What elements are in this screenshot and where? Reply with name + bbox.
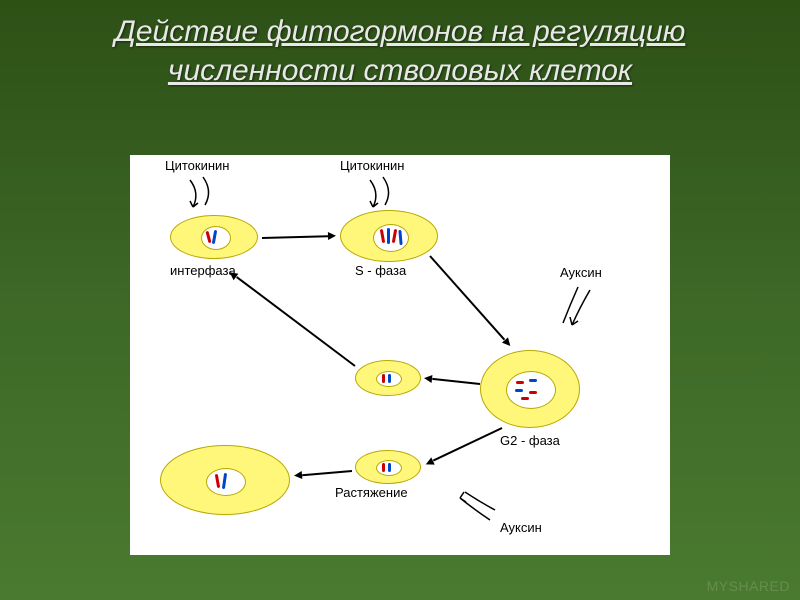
cell-g2-phase (480, 350, 580, 428)
chromatin (387, 228, 390, 244)
cell-cycle-diagram: интерфаза S - фаза G2 - фаза Растяжение Цито… (130, 155, 670, 555)
chromatin (529, 379, 537, 382)
hormone-label-0: Цитокинин (165, 158, 230, 173)
arrow-3 (236, 276, 356, 367)
chromatin (515, 389, 523, 392)
cell-label-g2-phase: G2 - фаза (500, 433, 560, 448)
arrow-0 (262, 235, 328, 239)
cell-small-bot (355, 450, 421, 484)
hormone-arrow-1 (365, 175, 405, 215)
chromatin (516, 381, 524, 384)
cell-label-interphase: интерфаза (170, 263, 236, 278)
chromatin (388, 463, 391, 472)
cell-s-phase (340, 210, 438, 262)
arrow-head-0 (328, 232, 336, 240)
cell-small-mid (355, 360, 421, 396)
slide-title: Действие фитогормонов на регуляцию числе… (0, 0, 800, 98)
chromatin (521, 397, 529, 400)
arrow-4 (433, 427, 503, 461)
hormone-label-2: Ауксин (560, 265, 602, 280)
arrow-5 (302, 470, 352, 476)
hormone-label-3: Ауксин (500, 520, 542, 535)
arrow-head-2 (424, 374, 433, 383)
watermark: MYSHARED (707, 578, 790, 594)
chromatin (388, 374, 391, 383)
hormone-arrow-2 (560, 285, 600, 335)
hormone-label-1: Цитокинин (340, 158, 405, 173)
arrow-2 (432, 378, 480, 385)
chromatin (382, 374, 385, 383)
cell-stretched (160, 445, 290, 515)
chromatin (529, 391, 537, 394)
hormone-arrow-0 (185, 175, 225, 215)
cell-label-s-phase: S - фаза (355, 263, 406, 278)
cell-interphase (170, 215, 258, 259)
arrow-head-5 (294, 471, 303, 480)
nucleus (506, 371, 556, 409)
chromatin (382, 463, 385, 472)
arrow-1 (429, 255, 505, 340)
cell-label-small-bot: Растяжение (335, 485, 408, 500)
hormone-arrow-3 (450, 490, 500, 530)
nucleus (373, 224, 409, 252)
